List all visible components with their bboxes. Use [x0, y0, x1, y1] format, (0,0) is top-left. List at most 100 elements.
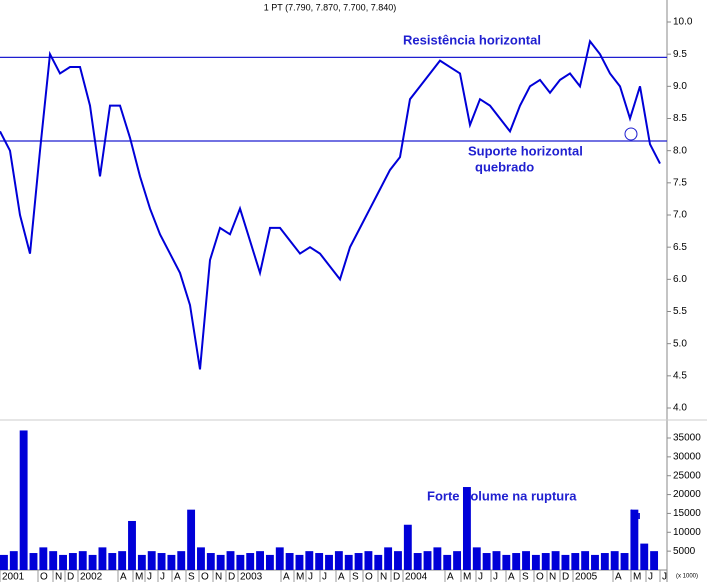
volume-bar — [0, 554, 8, 570]
volume-bar — [433, 547, 442, 570]
x-tick-label: D — [228, 572, 235, 582]
volume-bar — [482, 553, 491, 570]
volume-bar — [265, 554, 274, 570]
volume-bar — [187, 509, 196, 570]
volume-bar — [226, 551, 235, 570]
volume-bar — [68, 553, 77, 570]
x-tick-label: 2002 — [80, 572, 103, 582]
x-tick-label: N — [549, 572, 556, 582]
y-tick-label: 9.5 — [673, 49, 687, 60]
x-tick-label: O — [40, 572, 48, 582]
volume-bar — [334, 551, 343, 570]
price-line — [0, 39, 661, 370]
chart-title: 1 PT (7.790, 7.870, 7.700, 7.840) — [264, 2, 396, 12]
y-tick-label: 5.5 — [673, 306, 687, 317]
volume-bar — [177, 551, 186, 570]
volume-bar — [59, 554, 67, 570]
volume-bar — [137, 554, 146, 570]
x-tick-label: D — [562, 572, 569, 582]
volume-bar — [118, 551, 127, 570]
x-tick-label: 2003 — [240, 572, 263, 582]
volume-bar — [108, 553, 117, 570]
volume-bar — [443, 554, 452, 570]
volume-bar — [423, 551, 432, 570]
volume-bar — [128, 520, 136, 570]
x-tick-label: J — [478, 572, 483, 582]
y-tick-label: 30000 — [673, 451, 701, 462]
x-tick-label: J — [160, 572, 165, 582]
volume-bar — [256, 551, 264, 570]
volume-bar — [157, 553, 166, 570]
volume-bar — [285, 553, 294, 570]
y-tick-label: 20000 — [673, 489, 701, 500]
y-tick-label: 9.0 — [673, 81, 687, 92]
volume-bar — [531, 554, 540, 570]
annotation: Forte volume na ruptura — [427, 488, 577, 503]
volume-bar — [39, 547, 48, 570]
volume-bar — [561, 554, 570, 570]
volume-bar — [512, 553, 521, 570]
volume-bar — [630, 509, 639, 570]
volume-bar — [236, 554, 245, 570]
x-tick-label: N — [55, 572, 62, 582]
volume-bar — [462, 487, 471, 570]
volume-bar — [305, 551, 314, 570]
x-tick-label: J — [493, 572, 498, 582]
volume-bar — [522, 551, 530, 570]
x-tick-label: J — [648, 572, 653, 582]
volume-bar — [315, 553, 324, 570]
x-tick-label: J — [322, 572, 327, 582]
y-tick-label: 5.0 — [673, 338, 687, 349]
annotation: Suporte horizontal — [468, 143, 583, 158]
x-tick-label: O — [536, 572, 544, 582]
volume-bar — [502, 554, 511, 570]
x-tick-label: S — [522, 572, 529, 582]
x-tick-label: O — [201, 572, 209, 582]
annotation: Resistência horizontal — [403, 32, 541, 47]
x-tick-label: N — [215, 572, 222, 582]
x-tick-label: S — [352, 572, 359, 582]
volume-bar — [364, 551, 373, 570]
x-tick-label: M — [633, 572, 641, 582]
y-tick-label: 7.0 — [673, 210, 687, 221]
volume-bar — [394, 551, 402, 570]
volume-bar — [551, 551, 560, 570]
icon — [624, 127, 638, 141]
x-tick-label: A — [283, 572, 290, 582]
y-tick-label: 7.5 — [673, 177, 687, 188]
x-tick-label: J — [662, 572, 667, 582]
volume-bar — [472, 547, 481, 570]
x-tick-label: 2001 — [2, 572, 25, 582]
volume-bar — [541, 553, 550, 570]
volume-bar — [78, 551, 87, 570]
volume-bar — [581, 551, 590, 570]
x-tick-label: S — [188, 572, 195, 582]
volume-bar — [325, 554, 333, 570]
y-tick-label: 35000 — [673, 433, 701, 444]
volume-bar — [29, 553, 38, 570]
x-tick-label: M — [463, 572, 471, 582]
volume-bar — [197, 547, 205, 570]
volume-bar — [600, 553, 609, 570]
volume-bar — [275, 547, 284, 570]
volume-bar — [216, 554, 225, 570]
x-tick-label: A — [174, 572, 181, 582]
y-tick-label: 15000 — [673, 508, 701, 519]
volume-bar — [98, 547, 107, 570]
y-tick-label: 4.0 — [673, 403, 687, 414]
volume-bar — [640, 543, 649, 570]
y-tick-label: 8.5 — [673, 113, 687, 124]
volume-bar — [19, 430, 28, 570]
y-tick-label: 6.5 — [673, 242, 687, 253]
annotation: quebrado — [475, 159, 534, 174]
y-tick-label: 10.0 — [673, 17, 693, 28]
volume-bar — [147, 551, 156, 570]
volume-bar — [206, 553, 215, 570]
volume-bar — [295, 554, 304, 570]
volume-bar — [246, 553, 255, 570]
volume-bar — [374, 554, 383, 570]
x-tick-label: D — [393, 572, 400, 582]
volume-bar — [650, 551, 659, 570]
x-tick-label: M — [296, 572, 304, 582]
